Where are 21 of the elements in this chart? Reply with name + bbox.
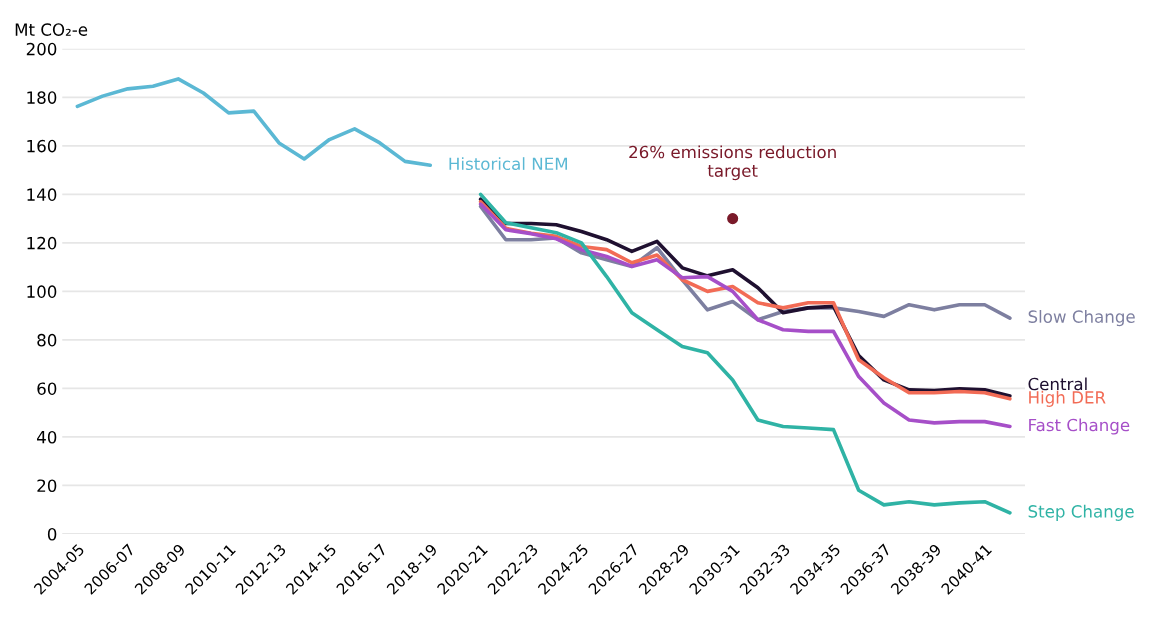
series-label: Step Change [1028, 504, 1134, 521]
y-tick-label: 100 [27, 285, 57, 298]
series-label: Historical NEM [449, 157, 567, 171]
series-label: High DER [1029, 390, 1106, 407]
y-tick-label: 80 [37, 333, 57, 347]
y-tick-label: 120 [27, 236, 57, 250]
annotation: 26% emissions reduction target [629, 145, 836, 181]
series-label: Fast Change [1029, 418, 1130, 435]
series-label: Slow Change [1028, 310, 1135, 327]
y-tick-label: 40 [37, 430, 57, 444]
y-tick-label: 180 [27, 91, 57, 104]
y-tick-label: 20 [37, 479, 57, 493]
line-series [478, 192, 1012, 515]
y-tick-label: 60 [37, 382, 57, 395]
y-axis-title: Mt CO₂-e [15, 23, 88, 36]
y-tick-label: 140 [27, 188, 57, 201]
line-series [75, 77, 433, 168]
y-tick-label: 0 [47, 527, 57, 541]
y-tick-label: 200 [26, 42, 57, 56]
y-tick-label: 160 [27, 139, 57, 153]
series-label: Central [1028, 377, 1087, 391]
